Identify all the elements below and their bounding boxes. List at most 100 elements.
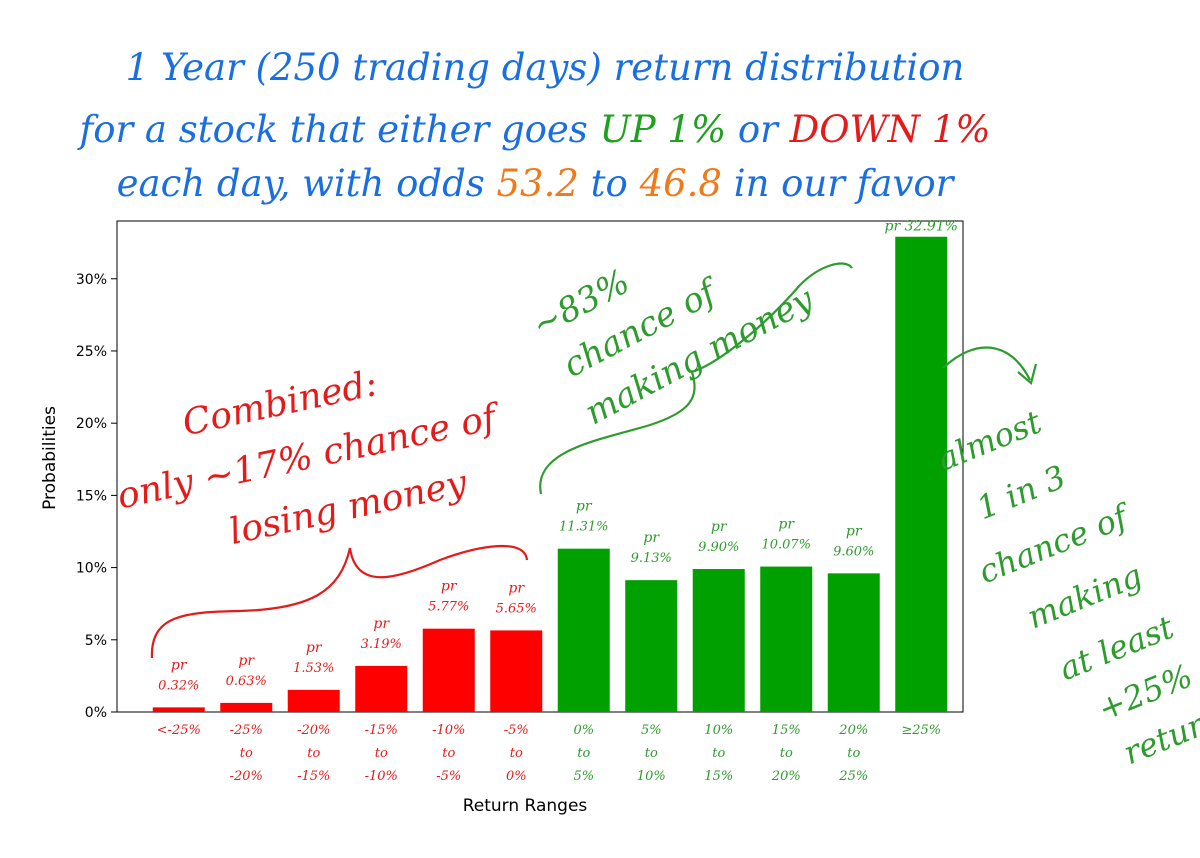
title-line-3-prefix: each day, with odds — [117, 162, 485, 205]
losing-brace — [150, 544, 529, 659]
x-tick-text: 5% — [573, 769, 594, 784]
x-tick-text: to — [240, 746, 253, 761]
x-tick-text: -5% — [436, 769, 461, 784]
value-label-text: 0.32% — [158, 678, 199, 693]
value-label-prefix: pr — [508, 580, 525, 596]
x-tick-text: 0% — [573, 723, 594, 738]
value-label-prefix: pr — [238, 653, 255, 669]
bars — [152, 236, 948, 712]
value-label-prefix: pr — [846, 523, 863, 539]
value-label-text: 0.63% — [226, 674, 267, 689]
making-money-annotation: ~83% chance of making money — [525, 262, 820, 433]
bar-7 — [557, 548, 610, 712]
value-label-prefix: pr — [306, 640, 323, 656]
bar-6 — [490, 630, 543, 712]
y-tick-label: 5% — [85, 633, 107, 649]
x-tick-text: 20% — [838, 723, 868, 738]
title-line-2-prefix: for a stock that either goes — [77, 108, 588, 151]
bar-11 — [827, 573, 880, 712]
value-label-2: pr 0.63% — [226, 653, 267, 689]
value-label-text: 9.13% — [631, 551, 672, 566]
x-tick-text: -15% — [365, 723, 398, 738]
bar-2 — [220, 702, 273, 712]
title-odds-a: 53.2 — [497, 162, 579, 205]
bar-1 — [152, 707, 205, 712]
x-tick-label-12: ≥25% — [901, 723, 941, 738]
x-tick-text: -10% — [365, 769, 398, 784]
value-label-9: pr 9.90% — [698, 519, 739, 555]
value-label-6: pr 5.65% — [496, 580, 537, 616]
x-tick-text: 25% — [838, 769, 868, 784]
x-tick-text: to — [645, 746, 658, 761]
x-tick-text: to — [375, 746, 388, 761]
x-tick-text: <-25% — [157, 723, 201, 738]
x-tick-text: -25% — [230, 723, 263, 738]
title-line-3-mid: to — [591, 162, 628, 205]
value-label-prefix: pr — [373, 616, 390, 632]
title-line-1: 1 Year (250 trading days) return distrib… — [126, 46, 965, 89]
arrow-head-icon — [1017, 363, 1038, 385]
x-tick-text: to — [712, 746, 725, 761]
value-label-text: 3.19% — [361, 637, 402, 652]
title-line-3: each day, with odds 53.2 to 46.8 in our … — [117, 162, 956, 205]
value-label-prefix: pr — [441, 579, 458, 595]
value-label-text: 9.60% — [833, 544, 874, 559]
x-tick-text: -15% — [297, 769, 330, 784]
y-tick-label: 10% — [76, 561, 107, 577]
x-axis-title: Return Ranges — [463, 796, 588, 816]
chart-title: 1 Year (250 trading days) return distrib… — [77, 46, 991, 205]
bar-10 — [760, 566, 813, 712]
x-tick-label-8: 5% to 10% — [637, 723, 666, 784]
value-label-1: pr 0.32% — [158, 657, 199, 693]
x-tick-text: to — [442, 746, 455, 761]
x-tick-text: 15% — [704, 769, 733, 784]
value-label-prefix: pr — [711, 519, 728, 535]
value-label-12: pr 32.91% — [885, 219, 959, 235]
one-in-three-line-2: 1 in 3 — [971, 458, 1070, 528]
title-line-2-mid: or — [738, 108, 780, 151]
title-up-text: UP 1% — [600, 108, 727, 151]
x-tick-label-9: 10% to 15% — [704, 723, 733, 784]
value-label-text: 10.07% — [761, 538, 811, 553]
x-tick-text: 10% — [637, 769, 666, 784]
y-tick-label: 25% — [76, 344, 107, 360]
value-label-text: pr 32.91% — [885, 219, 959, 235]
one-in-three-annotation: almost 1 in 3 chance of making at least … — [932, 403, 1200, 773]
title-odds-b: 46.8 — [639, 162, 722, 205]
y-tick-label: 15% — [76, 488, 107, 504]
x-axis: <-25% -25% to -20% -20% to -15% -15% to -10% -10% t… — [157, 723, 941, 784]
value-label-4: pr 3.19% — [361, 616, 402, 652]
title-down-text: DOWN 1% — [789, 108, 991, 151]
y-tick-label: 0% — [85, 705, 107, 721]
value-label-text: 1.53% — [293, 661, 334, 676]
value-label-7: pr 11.31% — [559, 499, 609, 535]
bar-3 — [287, 689, 340, 712]
value-label-prefix: pr — [643, 530, 660, 546]
y-tick-label: 20% — [76, 416, 107, 432]
value-label-3: pr 1.53% — [293, 640, 334, 676]
value-label-text: 5.65% — [496, 601, 537, 616]
one-in-three-line-1: almost — [932, 403, 1047, 479]
x-tick-label-10: 15% to 20% — [771, 723, 801, 784]
x-tick-label-11: 20% to 25% — [838, 723, 868, 784]
x-tick-text: to — [510, 746, 523, 761]
bar-12 — [895, 236, 948, 712]
y-axis-title: Probabilities — [40, 406, 60, 510]
x-tick-text: 15% — [772, 723, 801, 738]
bar-4 — [355, 665, 408, 712]
losing-money-annotation: Combined: only ~17% chance of losing mon… — [114, 363, 505, 553]
title-line-3-suffix: in our favor — [734, 162, 956, 205]
x-tick-text: 20% — [771, 769, 801, 784]
y-axis: 0% 5% 10% 15% 20% 25% 30% — [76, 272, 117, 721]
value-label-5: pr 5.77% — [428, 579, 469, 615]
value-label-prefix: pr — [778, 517, 795, 533]
x-tick-text: 10% — [704, 723, 733, 738]
bar-5 — [422, 628, 475, 712]
x-tick-label-4: -15% to -10% — [365, 723, 398, 784]
x-tick-label-1: <-25% — [157, 723, 201, 738]
x-tick-text: ≥25% — [901, 723, 941, 738]
x-tick-text: -10% — [432, 723, 465, 738]
x-tick-text: -5% — [504, 723, 529, 738]
value-label-prefix: pr — [171, 657, 188, 673]
x-tick-text: 0% — [506, 769, 527, 784]
